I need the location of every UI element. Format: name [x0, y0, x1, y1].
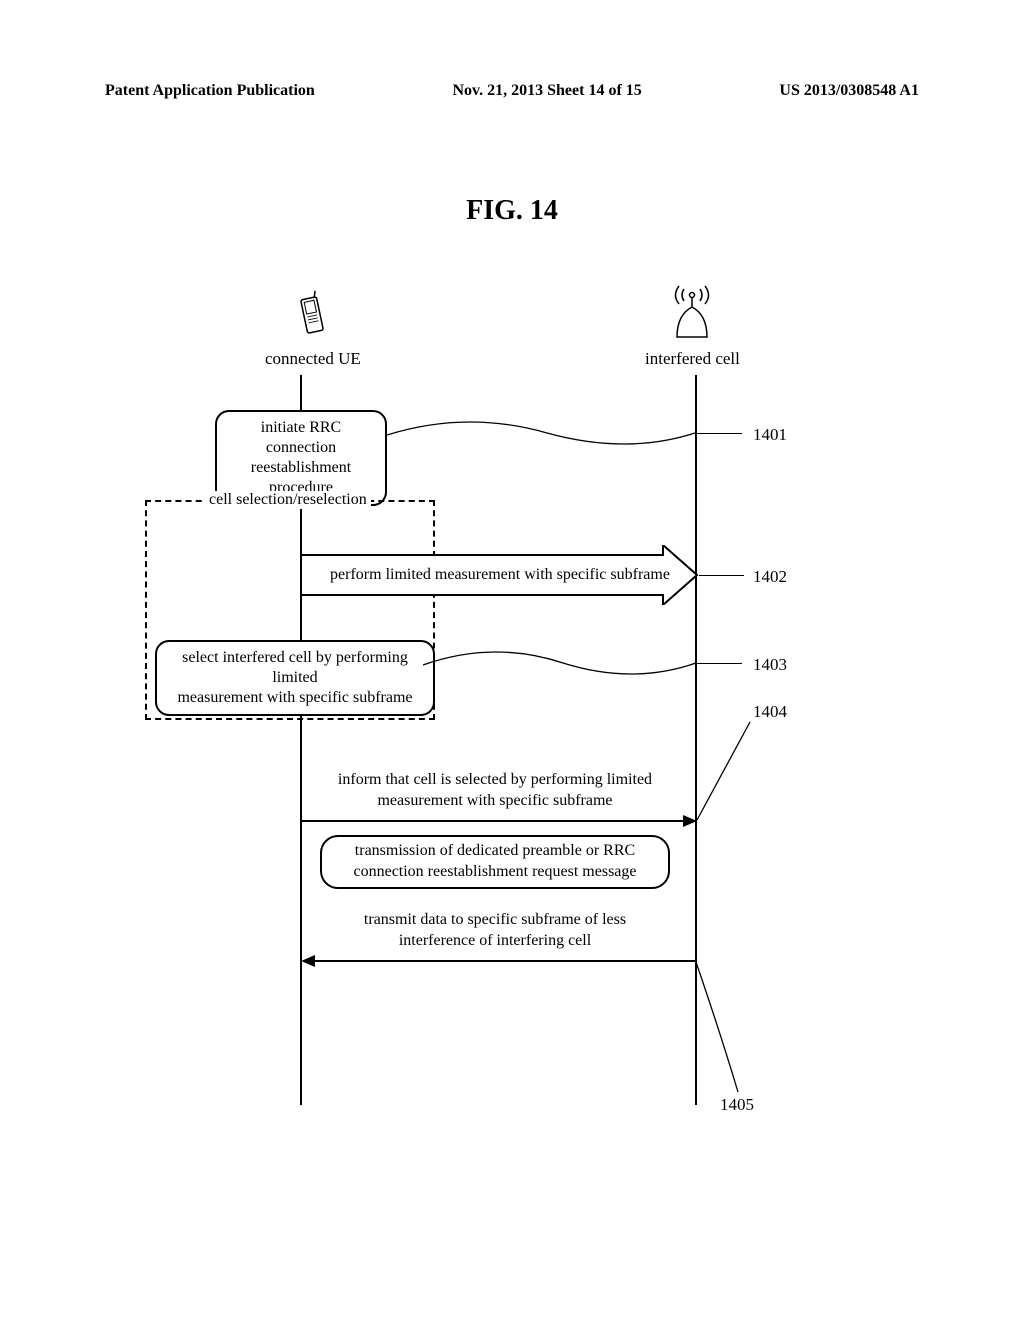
arrow-1405-line: [315, 960, 697, 962]
ue-label: connected UE: [265, 349, 361, 369]
box-dedicated-preamble: transmission of dedicated preamble or RR…: [320, 835, 670, 889]
ref-1405: 1405: [720, 1095, 754, 1115]
connector-1401-line: [697, 433, 742, 434]
text-1402: perform limited measurement with specifi…: [325, 565, 675, 586]
arrow-1405-head: [301, 955, 315, 967]
connector-1404-slant: [675, 720, 755, 880]
dashed-label: cell selection/reselection: [205, 491, 371, 509]
sequence-diagram: connected UE interfered cell initiate RR…: [165, 270, 865, 1140]
header-left: Patent Application Publication: [105, 82, 315, 100]
box-initiate-rrc-text: initiate RRC connection reestablishment …: [251, 419, 351, 496]
ue-entity: connected UE: [265, 290, 361, 369]
ref-1402: 1402: [753, 567, 787, 587]
ref-1401: 1401: [753, 425, 787, 445]
cell-label: interfered cell: [645, 349, 740, 369]
header-center: Nov. 21, 2013 Sheet 14 of 15: [452, 82, 641, 100]
header-right: US 2013/0308548 A1: [779, 82, 919, 100]
text-1405: transmit data to specific subframe of le…: [320, 910, 670, 952]
box-select-interfered-text: select interfered cell by performing lim…: [177, 649, 412, 706]
connector-1403-line: [697, 663, 742, 664]
ref-1404: 1404: [753, 702, 787, 722]
cell-entity: interfered cell: [645, 285, 740, 369]
arrow-1404-line: [301, 820, 683, 822]
figure-title: FIG. 14: [0, 195, 1024, 227]
ue-icon: [298, 290, 328, 340]
connector-1402-line: [699, 575, 744, 576]
box-select-interfered: select interfered cell by performing lim…: [155, 640, 435, 716]
connector-1405-slant: [690, 962, 760, 1097]
ref-1403: 1403: [753, 655, 787, 675]
page-header: Patent Application Publication Nov. 21, …: [0, 82, 1024, 100]
cell-tower-icon: [667, 285, 717, 340]
connector-1401: [387, 415, 697, 455]
connector-1403: [423, 645, 698, 685]
text-1404: inform that cell is selected by performi…: [310, 770, 680, 812]
box-dedicated-preamble-text: transmission of dedicated preamble or RR…: [353, 842, 636, 880]
